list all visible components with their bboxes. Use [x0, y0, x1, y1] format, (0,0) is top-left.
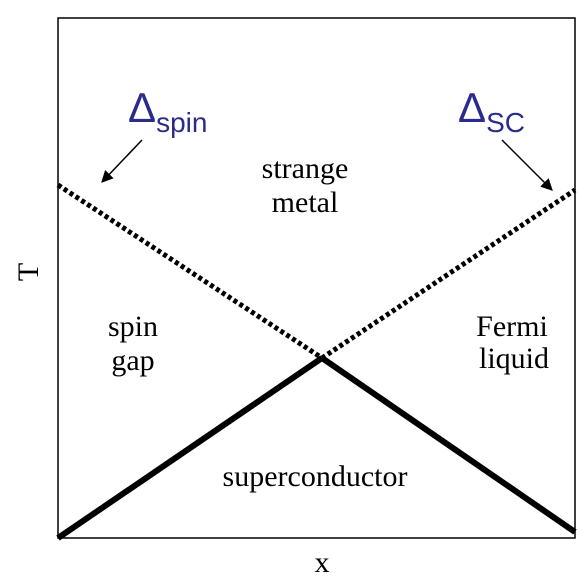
sc-crossover [320, 187, 577, 361]
gap-label: Δspin [128, 84, 207, 138]
region-label: Fermi [476, 310, 548, 343]
gap-label: ΔSC [458, 84, 525, 138]
region-label: gap [111, 344, 154, 377]
subscript: spin [156, 107, 207, 138]
x-axis-label: x [315, 546, 330, 576]
y-axis-label: T [12, 263, 45, 281]
arrow [501, 139, 553, 191]
symbol: Δ [458, 84, 486, 131]
region-label: liquid [479, 342, 549, 375]
arrow [101, 139, 143, 183]
region-label: spin [108, 310, 158, 343]
subscript: SC [486, 107, 525, 138]
sc-boundary-right [320, 355, 577, 535]
sc-boundary-left [56, 355, 324, 541]
symbol: Δ [128, 84, 156, 131]
region-label: superconductor [223, 460, 408, 493]
spin-gap-crossover [56, 182, 324, 361]
region-label: metal [272, 186, 339, 219]
frame [57, 17, 576, 539]
region-label: strange [262, 152, 349, 185]
